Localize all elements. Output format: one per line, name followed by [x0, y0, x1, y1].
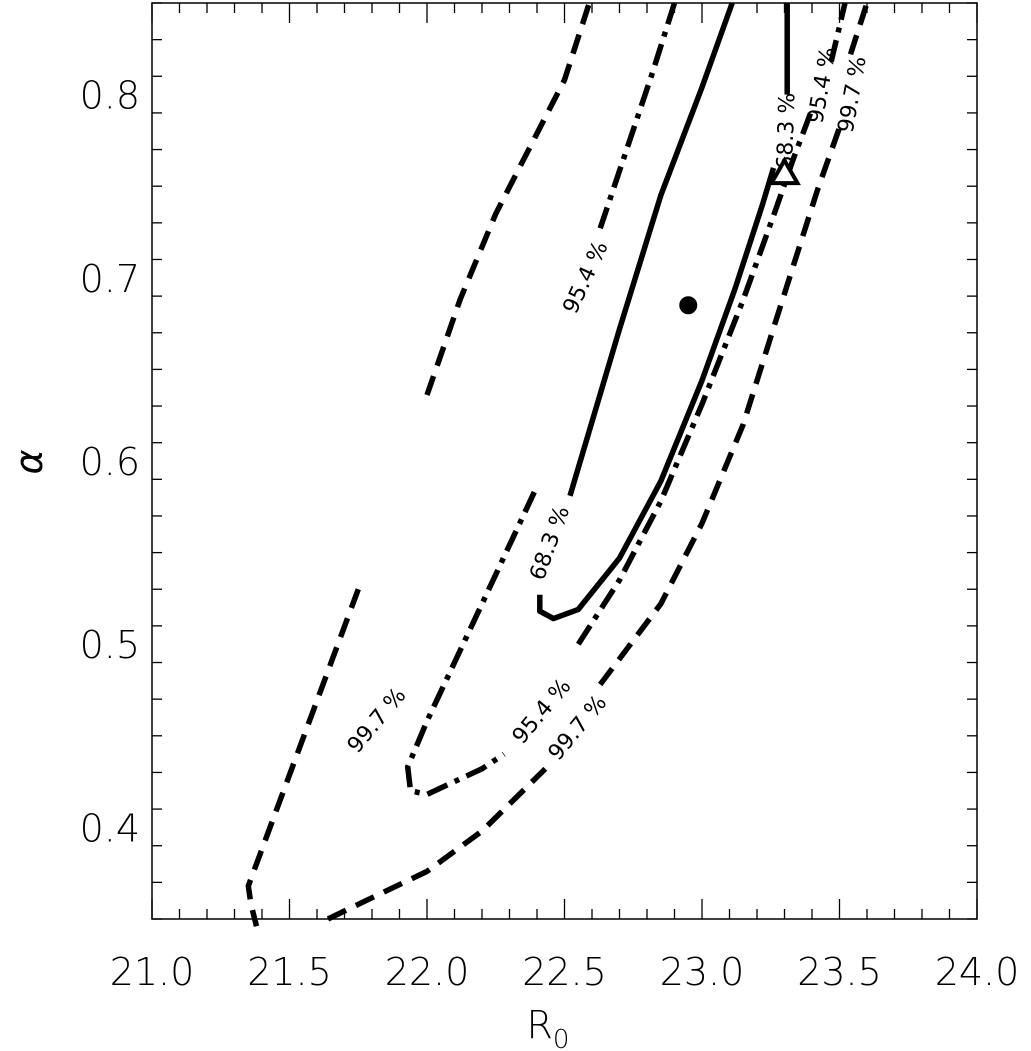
y-tick-label: 0.5 [80, 623, 140, 667]
plot-area [152, 3, 977, 919]
best-fit-point [680, 297, 696, 313]
contour-label: 68.3 % [773, 92, 801, 170]
y-tick-label: 0.8 [80, 74, 140, 118]
x-tick-label: 21.5 [247, 950, 332, 994]
x-tick-label: 24.0 [935, 950, 1020, 994]
x-tick-label: 22.0 [385, 950, 470, 994]
y-tick-label: 0.4 [80, 806, 140, 850]
y-tick-label: 0.7 [80, 257, 140, 301]
x-tick-label: 23.0 [660, 950, 745, 994]
x-axis-title-subscript: 0 [553, 1025, 570, 1051]
x-tick-label: 22.5 [522, 950, 607, 994]
x-tick-label: 21.0 [110, 950, 195, 994]
x-axis-title: R0 [527, 1003, 570, 1051]
y-tick-label: 0.6 [80, 440, 140, 484]
x-tick-label: 23.5 [797, 950, 882, 994]
y-axis-title: α [7, 449, 51, 474]
